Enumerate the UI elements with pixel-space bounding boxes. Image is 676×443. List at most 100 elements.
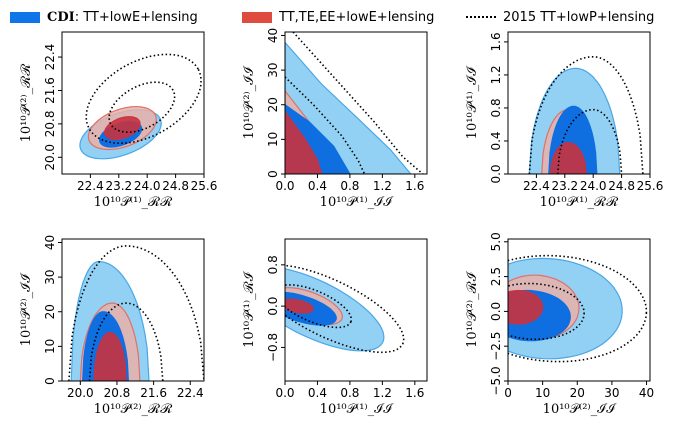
y-tick-label: 0.0 — [266, 297, 280, 316]
contour-ttteee-68 — [104, 116, 141, 140]
x-axis-label: 10¹⁰𝒫⁽¹⁾_ℛℛ — [94, 195, 173, 210]
y-tick-label: −2.5 — [489, 332, 503, 361]
y-axis-label: 10¹⁰𝒫⁽²⁾_ℛℛ — [19, 64, 34, 143]
plot-area — [68, 245, 204, 381]
x-tick-label: 22.4 — [77, 179, 104, 193]
legend-label-cdi: : TT+lowE+lensing — [74, 9, 198, 25]
y-tick-label: 30 — [266, 62, 280, 77]
x-tick-label: 0.0 — [275, 386, 294, 400]
panel-rr2-ii2: 20.0 20.8 21.6 22.4 0 10 20 30 40 10¹⁰𝒫⁽²⁾_ℛℛ 10¹⁰… — [19, 235, 205, 417]
y-tick-label: 0.4 — [489, 131, 503, 150]
x-axis-label: 10¹⁰𝒫⁽¹⁾_ℛℛ — [540, 195, 619, 210]
panel-rr1-rr2: 22.4 23.2 24.0 24.8 25.620.020.821.622.410¹⁰… — [19, 31, 217, 210]
y-tick-label: −5.0 — [489, 366, 503, 395]
x-tick-label: 10 — [535, 386, 550, 400]
x-tick-label: 22.4 — [177, 386, 204, 400]
panel-ii1-ii2: 0.0 0.4 0.8 1.2 1.6 0 10 20 30 40 10¹⁰𝒫⁽¹⁾_ℐℐ 10¹⁰𝒫… — [242, 28, 428, 210]
y-axis-label: 10¹⁰𝒫⁽²⁾_ℐℐ — [242, 65, 257, 140]
contour-ttteee-68 — [93, 331, 127, 381]
x-tick-label: 20.0 — [67, 386, 94, 400]
x-tick-label: 0.4 — [308, 386, 327, 400]
plot-area — [285, 264, 405, 354]
y-tick-label: 2.5 — [489, 267, 503, 286]
y-tick-label: 0.0 — [489, 164, 503, 183]
legend-bold-cdi: CDI — [47, 9, 75, 25]
contour-ttteee-68 — [549, 141, 587, 174]
axes-frame — [284, 238, 428, 382]
plot-area — [79, 53, 202, 160]
y-tick-label: 0.8 — [489, 98, 503, 117]
y-axis-label: 10¹⁰𝒫⁽¹⁾_ℛℐ — [242, 270, 257, 348]
y-axis-label: 10¹⁰𝒫⁽²⁾_ℐℐ — [19, 272, 34, 347]
y-tick-label: 30 — [43, 269, 57, 284]
x-tick-label: 0.4 — [308, 179, 327, 193]
y-tick-label: 1.6 — [489, 32, 503, 51]
panel-rr1-ii1: 22.4 23.2 24.0 24.8 25.6 0.0 0.4 0.8 1.2 1.6 10¹⁰𝒫… — [465, 31, 663, 210]
x-tick-label: 20.8 — [104, 386, 131, 400]
y-axis-label: 10¹⁰𝒫⁽¹⁾_ℐℐ — [465, 65, 480, 140]
x-tick-label: 21.6 — [140, 386, 167, 400]
axes-frame — [284, 31, 428, 175]
x-tick-label: 25.6 — [637, 179, 664, 193]
y-tick-label: 0 — [266, 170, 280, 178]
x-tick-label: 20 — [570, 386, 585, 400]
x-tick-label: 1.6 — [405, 179, 424, 193]
legend-swatch-cdi — [10, 11, 40, 23]
x-tick-label: 0.8 — [340, 386, 359, 400]
legend-entry-ttteee: TT,TE,EE+lowE+lensing — [242, 6, 434, 28]
x-tick-label: 23.2 — [551, 179, 578, 193]
axes-frame — [507, 238, 651, 382]
y-tick-label: −0.8 — [266, 333, 280, 362]
y-tick-label: 0 — [43, 377, 57, 385]
x-tick-label: 0.0 — [275, 179, 294, 193]
x-tick-label: 1.6 — [405, 386, 424, 400]
y-tick-label: 22.4 — [43, 44, 57, 71]
plot-area — [528, 56, 644, 174]
x-tick-label: 1.2 — [373, 386, 392, 400]
legend-swatch-ttteee — [242, 11, 272, 23]
x-tick-label: 25.6 — [191, 179, 218, 193]
x-tick-label: 24.0 — [580, 179, 607, 193]
y-tick-label: 10 — [43, 339, 57, 354]
panel-ii2-ri2: 0 10 20 30 40 −5.0 −2.5 0.0 2.5 5.0 10¹⁰𝒫⁽²⁾_ℐℐ 10¹… — [465, 232, 654, 417]
y-tick-label: 5.0 — [489, 232, 503, 251]
contour-ttteee-68 — [285, 110, 323, 174]
plot-area — [508, 254, 648, 363]
x-tick-label: 0 — [504, 386, 512, 400]
y-tick-label: 1.2 — [489, 65, 503, 84]
axes-frame — [61, 31, 205, 175]
contour-2015-95 — [68, 245, 204, 381]
legend-label-2015: 2015 TT+lowP+lensing — [503, 9, 655, 25]
contour-2015-95 — [292, 32, 424, 174]
x-tick-label: 0.8 — [340, 179, 359, 193]
legend-entry-cdi: CDI: TT+lowE+lensing — [10, 6, 198, 28]
x-axis-label: 10¹⁰𝒫⁽¹⁾_ℐℐ — [320, 402, 395, 417]
plot-area — [285, 32, 424, 174]
contour-2015-68 — [556, 108, 623, 174]
y-tick-label: 40 — [43, 235, 57, 250]
y-tick-label: 20 — [43, 304, 57, 319]
x-tick-label: 22.4 — [523, 179, 550, 193]
y-tick-label: 40 — [266, 28, 280, 43]
x-axis-label: 10¹⁰𝒫⁽²⁾_ℛℛ — [94, 402, 173, 417]
y-tick-label: 0.0 — [489, 302, 503, 321]
x-tick-label: 24.8 — [162, 179, 189, 193]
contour-2015-68 — [285, 76, 366, 174]
contour-ttteee-68 — [285, 298, 314, 314]
x-axis-label: 10¹⁰𝒫⁽¹⁾_ℐℐ — [320, 195, 395, 210]
contour-ttteee-68 — [508, 289, 544, 325]
x-tick-label: 30 — [604, 386, 619, 400]
y-tick-label: 10 — [266, 132, 280, 147]
legend-swatch-2015 — [466, 16, 496, 18]
x-tick-label: 24.0 — [134, 179, 161, 193]
x-tick-label: 23.2 — [105, 179, 132, 193]
contour-2015-68 — [108, 81, 176, 133]
y-tick-label: 20 — [266, 97, 280, 112]
x-tick-label: 1.2 — [373, 179, 392, 193]
y-axis-label: 10¹⁰𝒫⁽²⁾_ℛℐ — [465, 270, 480, 348]
legend: CDI: TT+lowE+lensing TT,TE,EE+lowE+lensi… — [0, 6, 676, 28]
y-tick-label: 21.6 — [43, 77, 57, 104]
contour-2015-68 — [88, 302, 164, 381]
x-tick-label: 24.8 — [608, 179, 635, 193]
